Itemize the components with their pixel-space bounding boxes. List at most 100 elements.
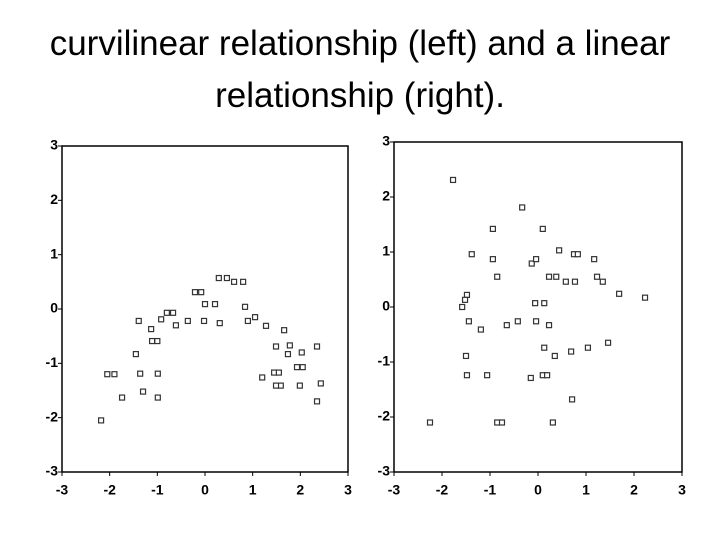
point [200, 317, 208, 325]
point [494, 273, 501, 280]
point [551, 352, 558, 360]
point [139, 388, 147, 395]
point [593, 273, 601, 280]
point [216, 320, 223, 327]
point [135, 317, 142, 325]
point [313, 398, 321, 405]
y-tick-label: 0 [382, 298, 390, 314]
point [541, 300, 548, 307]
point [449, 176, 457, 184]
point [532, 318, 540, 325]
point [544, 372, 551, 379]
point [584, 344, 592, 351]
point [489, 256, 496, 263]
point [148, 337, 156, 345]
point [459, 303, 466, 311]
point [616, 290, 623, 297]
x-tick-label: 2 [630, 482, 638, 498]
point [198, 289, 205, 296]
x-tick-label: 1 [249, 482, 257, 498]
point [262, 322, 270, 329]
point [468, 251, 475, 258]
x-tick-label: -2 [103, 482, 116, 498]
point [191, 289, 199, 296]
point [463, 291, 471, 298]
point [154, 337, 161, 345]
point [553, 273, 560, 280]
point [545, 273, 553, 280]
point [298, 349, 305, 356]
x-tick-label: -3 [56, 482, 69, 498]
point [641, 294, 649, 301]
point [154, 394, 161, 401]
y-tick-label: 2 [50, 191, 58, 207]
plot-frame [393, 141, 683, 473]
y-tick-label: 2 [382, 188, 390, 204]
point [477, 326, 484, 333]
point [465, 318, 472, 325]
point [118, 394, 126, 401]
point [462, 352, 470, 360]
x-tick-label: -1 [151, 482, 164, 498]
x-tick-label: 3 [678, 482, 686, 498]
x-tick-label: 0 [534, 482, 542, 498]
point [604, 339, 612, 346]
point [104, 371, 111, 378]
x-tick-label: -1 [484, 482, 497, 498]
point [251, 314, 259, 321]
slide-title: curvilinear relationship (left) and a li… [49, 24, 671, 115]
y-tick-label: -1 [46, 354, 59, 370]
point [293, 364, 301, 371]
x-tick-label: 3 [344, 482, 352, 498]
x-tick-label: 1 [582, 482, 590, 498]
point [519, 204, 526, 211]
point [574, 251, 581, 258]
point [545, 322, 553, 329]
point [571, 278, 579, 285]
y-tick-label: -1 [378, 353, 391, 369]
point [148, 326, 155, 333]
x-tick-label: 2 [296, 482, 304, 498]
point [528, 260, 535, 267]
point [158, 316, 165, 323]
point [240, 278, 247, 285]
point [489, 225, 496, 232]
plot-frame [61, 145, 349, 473]
point [284, 350, 292, 358]
point [111, 371, 118, 378]
point [259, 374, 266, 381]
point [281, 327, 288, 334]
point [532, 300, 539, 307]
y-tick-label: -2 [46, 408, 59, 424]
x-tick-label: -2 [436, 482, 449, 498]
point [463, 372, 471, 379]
point [275, 369, 282, 376]
point [201, 301, 209, 308]
point [223, 274, 231, 282]
point [97, 417, 105, 424]
point [568, 348, 575, 355]
point [527, 374, 534, 382]
point [241, 303, 249, 310]
point [296, 382, 303, 389]
point [244, 317, 251, 325]
point [562, 278, 569, 285]
point [163, 309, 170, 316]
y-tick-label: 1 [50, 245, 58, 261]
y-tick-label: -3 [378, 463, 391, 479]
point [132, 350, 139, 358]
x-tick-label: -3 [388, 482, 401, 498]
point [514, 318, 521, 325]
point [184, 317, 191, 325]
point [272, 343, 280, 350]
point [426, 419, 434, 426]
point [549, 419, 556, 426]
point [484, 372, 491, 379]
y-tick-label: 0 [50, 300, 58, 316]
point [541, 344, 548, 351]
y-tick-label: -3 [46, 463, 59, 479]
y-tick-label: 3 [382, 133, 390, 149]
point [313, 343, 321, 350]
